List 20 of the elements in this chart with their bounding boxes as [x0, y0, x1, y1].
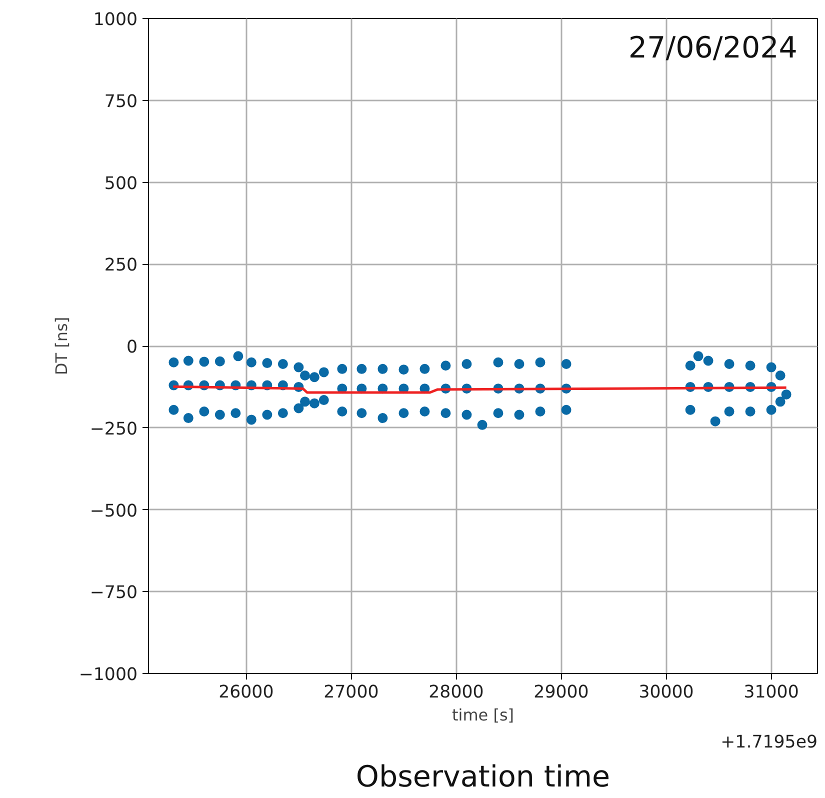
- y-tick-label: −250: [90, 419, 138, 440]
- y-axis-title: DT [ns]: [52, 316, 71, 376]
- x-tick-label: 27000: [324, 682, 379, 702]
- y-tick-label: 500: [104, 174, 138, 194]
- x-tick-label: 29000: [534, 682, 589, 702]
- x-axis-title: time [s]: [452, 706, 514, 724]
- y-tick-label: 750: [104, 92, 138, 112]
- y-tick-label: −1000: [78, 665, 138, 685]
- y-tick-label: −500: [90, 501, 138, 522]
- text: Observation time: [356, 760, 610, 794]
- y-tick-label: 0: [126, 338, 138, 358]
- x-tick-label: 28000: [428, 682, 484, 702]
- x-tick-label: 31000: [744, 682, 799, 702]
- y-tick-label: −750: [90, 583, 138, 604]
- text: +1.7195e9: [720, 732, 818, 752]
- x-tick-label: 30000: [638, 682, 694, 702]
- annotation: 27/06/2024: [628, 30, 798, 64]
- y-tick-label: 250: [104, 256, 138, 276]
- x-tick-label: 26000: [218, 682, 274, 702]
- y-tick-label: 1000: [93, 10, 138, 30]
